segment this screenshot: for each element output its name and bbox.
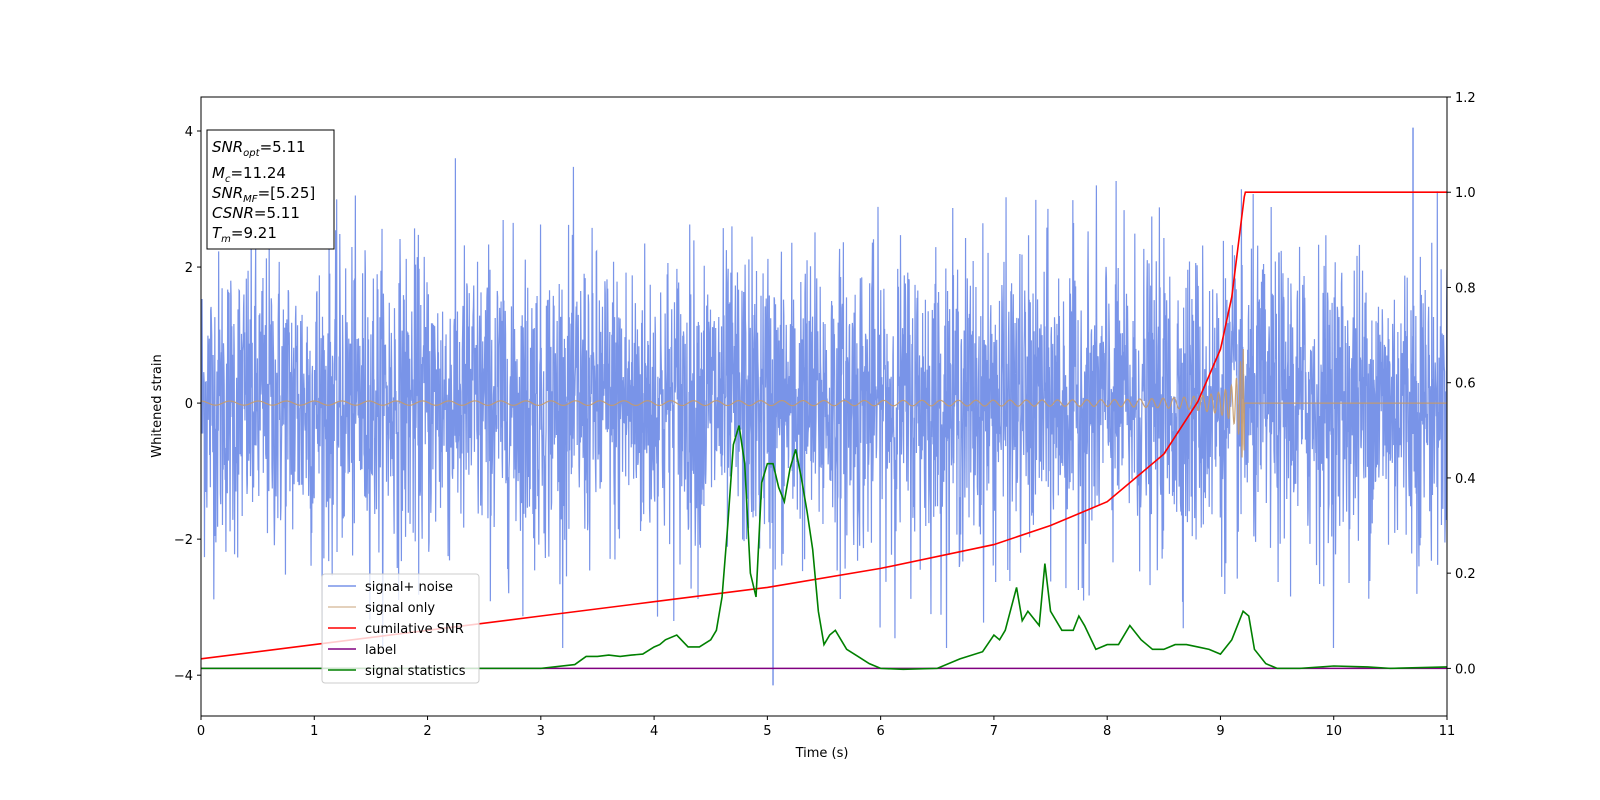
x-tick-label: 4 [650,724,658,739]
x-tick-label: 11 [1439,724,1456,739]
info-box-frame [206,129,335,250]
legend-label-signal-only: signal only [365,601,435,616]
info-tm-value: =9.21 [231,224,277,242]
info-snr-mf-value: =[5.25] [258,184,316,202]
info-mc-label: M [212,164,225,182]
legend-label-cumulative-snr: cumilative SNR [365,622,464,637]
info-tm-sub: m [221,234,231,245]
info-snr-opt-label: SNR [212,138,243,156]
info-mc-value: =11.24 [230,164,286,182]
series-signal-statistics [201,425,1447,671]
x-tick-label: 8 [1103,724,1111,739]
x-tick-label: 1 [310,724,318,739]
info-mc: Mc=11.24 [212,164,286,185]
y-tick-label-right: 0.4 [1455,472,1476,487]
info-snr-mf: SNRMF=[5.25] [212,184,315,205]
info-snr-mf-label: SNR [212,184,243,202]
info-tm-label: T [212,224,223,242]
legend-label-signal-statistics: signal statistics [365,664,466,679]
y-tick-label-right: 0.0 [1455,662,1476,677]
y-tick-label-left: 0 [185,397,193,412]
y-tick-label-right: 1.2 [1455,91,1476,106]
x-tick-label: 10 [1325,724,1342,739]
info-snr-opt-value: =5.11 [260,138,306,156]
y-tick-label-right: 0.8 [1455,281,1476,296]
y-axis-label-left: Whitened strain [150,354,165,457]
info-csnr-label: CSNR [212,204,254,222]
y-tick-label-right: 0.2 [1455,567,1476,582]
legend-frame [321,573,480,684]
info-box: SNRopt=5.11 Mc=11.24 SNRMF=[5.25] CSNR=5… [206,129,335,250]
x-tick-label: 7 [990,724,998,739]
plot-frame [200,96,1448,717]
info-tm: Tm=9.21 [212,224,277,245]
info-snr-mf-sub: MF [243,194,258,205]
info-mc-sub: c [225,174,231,185]
series-cumulative-snr [201,191,1447,660]
info-csnr-value: =5.11 [254,204,300,222]
legend: signal+ noise signal only cumilative SNR… [321,573,480,684]
x-tick-label: 9 [1216,724,1224,739]
x-tick-label: 6 [876,724,884,739]
x-tick-label: 3 [537,724,545,739]
series-signal-only [201,349,1447,458]
info-snr-opt: SNRopt=5.11 [212,138,306,159]
y-tick-label-left: 2 [185,261,193,276]
info-csnr: CSNR=5.11 [212,204,300,222]
y-tick-label-left: −2 [174,533,193,548]
y-tick-label-left: −4 [174,669,193,684]
axes: 0 1 2 3 4 5 6 7 8 9 10 11 −4 −2 0 2 4 0.0 0.2 0.4 0.6 0.8 1.0 1… [174,91,1476,739]
x-tick-label: 0 [197,724,205,739]
y-tick-label-left: 4 [185,125,193,140]
x-tick-label: 2 [423,724,431,739]
y-tick-label-right: 1.0 [1455,186,1476,201]
x-tick-label: 5 [763,724,771,739]
legend-label-label: label [365,643,396,658]
legend-label-signal-noise: signal+ noise [365,580,453,595]
info-snr-opt-sub: opt [243,148,260,159]
series-signal-noise [201,158,1447,648]
x-axis-label: Time (s) [795,746,849,761]
y-tick-label-right: 0.6 [1455,377,1476,392]
